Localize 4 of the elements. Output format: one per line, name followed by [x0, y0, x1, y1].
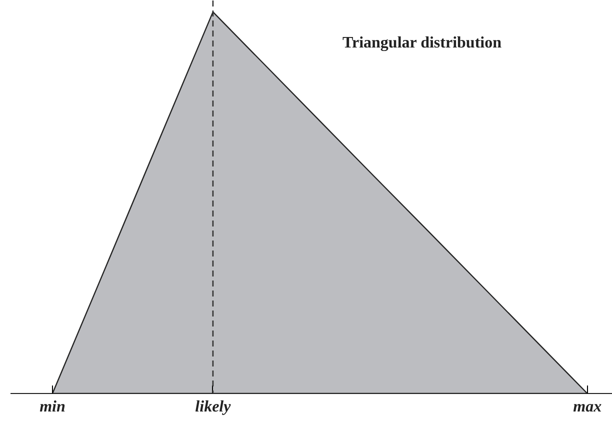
annotation: Triangular distribution — [342, 34, 502, 52]
x-tick-label: likely — [195, 398, 232, 416]
x-tick-label: max — [573, 398, 602, 416]
x-tick-label: min — [40, 398, 66, 416]
